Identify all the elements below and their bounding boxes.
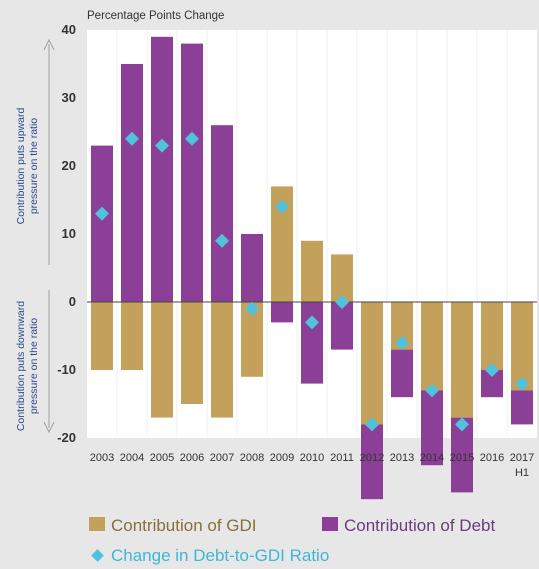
ratio-marker — [335, 295, 349, 309]
bar-gdi — [211, 302, 233, 418]
bar-gdi — [121, 302, 143, 370]
ratio-marker — [455, 417, 469, 432]
downward-arrow — [43, 290, 55, 434]
bar-gdi — [421, 302, 443, 391]
ratio-marker — [305, 315, 319, 330]
x-tick-label: 2008 — [240, 452, 264, 464]
y-axis-title-lower: Contribution puts downward pressure on t… — [15, 301, 40, 431]
y-title-lower-line-1: Contribution puts downward — [15, 301, 27, 431]
bar-gdi — [151, 302, 173, 418]
x-tick-label: 2017 — [510, 452, 534, 464]
y-tick-label: 0 — [69, 294, 76, 309]
ratio-marker — [185, 131, 199, 146]
legend-item-ratio: Change in Debt-to-GDI Ratio — [91, 546, 329, 565]
ratio-marker — [395, 335, 409, 350]
bar-debt — [421, 390, 443, 466]
ratio-marker — [155, 138, 169, 153]
ratio-marker — [215, 233, 229, 248]
y-tick-label: -10 — [57, 362, 76, 377]
legend-swatch-gdi — [89, 517, 105, 531]
x-tick-sublabel: H1 — [515, 467, 529, 479]
bar-gdi — [391, 302, 413, 350]
bar-gdi — [181, 302, 203, 404]
x-tick-label: 2003 — [90, 452, 114, 464]
bar-debt — [241, 234, 263, 302]
x-tick-label: 2009 — [270, 452, 294, 464]
bar-gdi — [91, 302, 113, 370]
bar-gdi — [271, 186, 293, 302]
bar-debt — [121, 64, 143, 302]
bar-debt — [361, 424, 383, 500]
legend-item-debt: Contribution of Debt — [322, 516, 495, 535]
bar-gdi — [481, 302, 503, 370]
y-axis-title-upper: Contribution puts upward pressure on the… — [15, 107, 40, 224]
x-tick-label: 2012 — [360, 452, 384, 464]
units-label: Percentage Points Change — [87, 10, 224, 22]
x-tick-label: 2006 — [180, 452, 204, 464]
legend-label-debt: Contribution of Debt — [344, 516, 495, 535]
y-axis-ticks: -20 -10 0 10 20 30 40 — [57, 22, 76, 445]
legend-item-gdi: Contribution of GDI — [89, 516, 257, 535]
legend-label-ratio: Change in Debt-to-GDI Ratio — [111, 546, 329, 565]
ratio-marker — [365, 417, 379, 432]
x-tick-label: 2015 — [450, 452, 474, 464]
bar-debt — [481, 370, 503, 398]
y-tick-label: 40 — [62, 22, 76, 37]
bar-gdi — [241, 302, 263, 377]
ratio-marker — [95, 206, 109, 221]
ratio-marker — [485, 363, 499, 377]
bar-debt — [151, 36, 173, 303]
bar-debt — [91, 145, 113, 302]
y-tick-label: 20 — [62, 158, 76, 173]
x-tick-label: 2016 — [480, 452, 504, 464]
bar-debt — [181, 43, 203, 302]
x-tick-label: 2013 — [390, 452, 414, 464]
bar-gdi — [301, 240, 323, 302]
x-tick-label: 2010 — [300, 452, 324, 464]
x-tick-label: 2007 — [210, 452, 234, 464]
y-tick-label: -20 — [57, 430, 76, 445]
legend-swatch-ratio — [91, 549, 104, 562]
x-tick-label: 2014 — [420, 452, 444, 464]
x-tick-label: 2004 — [120, 452, 144, 464]
x-axis-separators — [116, 30, 508, 438]
bar-gdi — [511, 302, 533, 391]
y-tick-label: 30 — [62, 90, 76, 105]
legend: Contribution of GDI Contribution of Debt… — [89, 516, 495, 565]
x-tick-label: 2011 — [330, 452, 354, 464]
upward-arrow — [43, 38, 55, 265]
y-title-upper-line-1: Contribution puts upward — [15, 107, 27, 224]
ratio-marker — [275, 199, 289, 214]
ratio-marker — [425, 383, 439, 398]
series-contribution-of-gdi — [91, 186, 533, 425]
bar-debt — [211, 125, 233, 302]
bar-debt — [511, 390, 533, 425]
y-tick-label: 10 — [62, 226, 76, 241]
y-title-lower-line-2: pressure on the ratio — [28, 318, 40, 414]
legend-swatch-debt — [322, 517, 338, 531]
bar-debt — [451, 417, 473, 493]
ratio-marker — [245, 301, 259, 316]
bar-debt — [391, 349, 413, 398]
series-change-in-debt-to-gdi-ratio — [95, 131, 529, 432]
y-title-upper-line-2: pressure on the ratio — [28, 118, 40, 214]
bar-debt — [331, 302, 353, 350]
x-axis-ticks: 2003 2004 2005 2006 2007 2008 2009 2010 2011 2012… — [90, 452, 534, 479]
bar-debt — [271, 302, 293, 323]
bar-gdi — [361, 302, 383, 425]
bar-gdi — [451, 302, 473, 418]
ratio-marker — [125, 131, 139, 146]
bar-debt — [301, 302, 323, 384]
legend-label-gdi: Contribution of GDI — [111, 516, 257, 535]
bar-gdi — [331, 254, 353, 302]
x-tick-label: 2005 — [150, 452, 174, 464]
ratio-marker — [515, 376, 529, 391]
